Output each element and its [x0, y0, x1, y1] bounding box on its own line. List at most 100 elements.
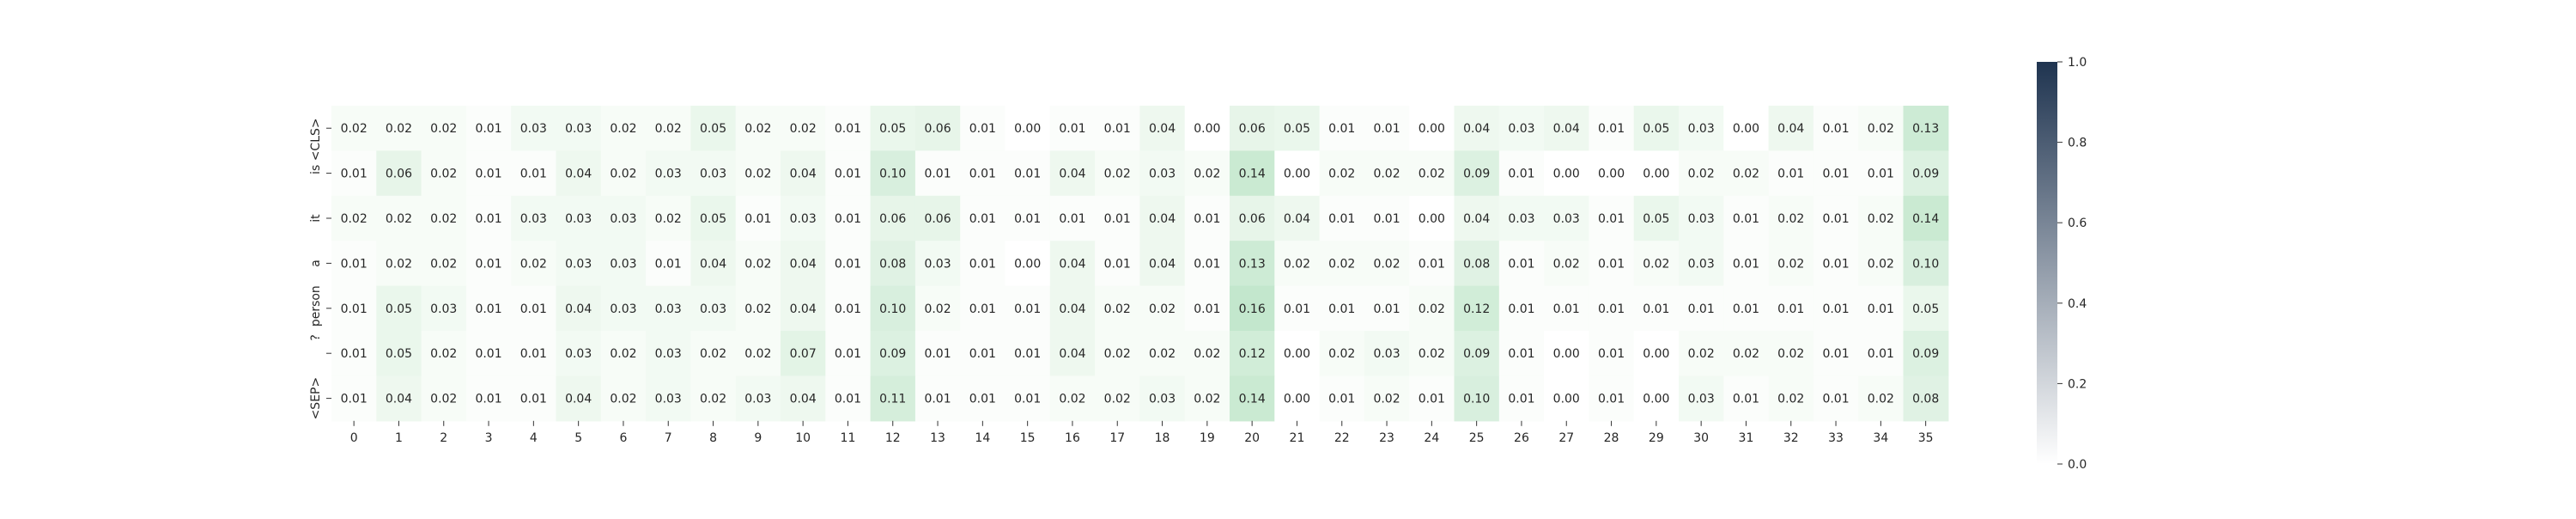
heatmap-cell	[1679, 331, 1724, 376]
cell-value-label: 0.01	[341, 302, 368, 316]
cell-value-label: 0.01	[1059, 122, 1085, 136]
heatmap-cell	[1679, 195, 1724, 241]
heatmap-cell	[1454, 331, 1500, 376]
cell-value-label: 0.04	[1463, 212, 1490, 226]
cell-value-label: 0.01	[1553, 302, 1580, 316]
x-tick-label: 14	[975, 431, 990, 445]
heatmap-cell	[825, 376, 872, 422]
cell-value-label: 0.11	[879, 393, 906, 406]
heatmap-cell	[735, 195, 781, 241]
cell-value-label: 0.05	[1643, 212, 1669, 226]
cell-value-label: 0.06	[386, 168, 412, 181]
cell-value-label: 0.03	[1508, 122, 1534, 136]
heatmap-cell	[690, 331, 737, 376]
heatmap-cell	[331, 241, 377, 287]
heatmap-cell	[914, 195, 961, 241]
heatmap-cell	[870, 331, 916, 376]
cell-value-label: 0.02	[744, 122, 771, 136]
heatmap-cell	[1230, 331, 1275, 376]
cell-value-label: 0.01	[1508, 168, 1534, 181]
cell-value-label: 0.02	[744, 168, 771, 181]
cell-value-label: 0.01	[1822, 168, 1849, 181]
cell-value-label: 0.04	[1149, 212, 1176, 226]
cell-value-label: 0.01	[1822, 122, 1849, 136]
cell-value-label: 0.04	[1059, 168, 1085, 181]
heatmap-cell	[1409, 376, 1455, 422]
cell-value-label: 0.01	[1419, 393, 1445, 406]
heatmap-cell	[376, 376, 422, 422]
heatmap-cell	[331, 195, 377, 241]
colorbar-tick-label: 0.0	[2068, 458, 2087, 472]
heatmap-cell	[870, 241, 916, 287]
cell-value-label: 0.00	[1553, 393, 1580, 406]
heatmap-cell	[735, 241, 781, 287]
cell-value-label: 0.01	[1328, 122, 1355, 136]
cell-value-label: 0.03	[790, 212, 817, 226]
cell-value-label: 0.09	[1463, 347, 1490, 361]
heatmap-cell	[1409, 195, 1455, 241]
cell-value-label: 0.02	[1419, 302, 1445, 316]
heatmap-cell	[646, 241, 691, 287]
cell-value-label: 0.01	[1373, 122, 1400, 136]
heatmap-cell	[1679, 106, 1724, 151]
heatmap-cell	[376, 150, 422, 197]
heatmap-cell	[1049, 285, 1096, 332]
x-tick-label: 21	[1290, 431, 1305, 445]
cell-value-label: 0.03	[520, 122, 547, 136]
heatmap-cell	[1230, 376, 1275, 422]
heatmap-cell	[511, 150, 557, 197]
heatmap-cell	[1095, 331, 1140, 376]
y-tick-label: a	[309, 260, 323, 267]
heatmap-cell	[1095, 195, 1140, 241]
cell-value-label: 0.02	[1688, 168, 1715, 181]
cell-value-label: 0.03	[1688, 212, 1715, 226]
cell-value-label: 0.01	[1328, 302, 1355, 316]
cell-value-label: 0.01	[1598, 257, 1625, 271]
heatmap-cell	[1813, 150, 1859, 197]
heatmap-cell	[1858, 106, 1905, 151]
cell-value-label: 0.03	[700, 302, 726, 316]
cell-value-label: 0.01	[1014, 302, 1041, 316]
heatmap-cell	[1364, 241, 1410, 287]
heatmap-cell	[1768, 331, 1814, 376]
heatmap-cell	[1768, 241, 1814, 287]
heatmap-cell	[1230, 195, 1275, 241]
cell-value-label: 0.01	[475, 168, 501, 181]
cell-value-label: 0.03	[565, 347, 592, 361]
x-tick-label: 5	[574, 431, 582, 445]
heatmap-cell	[331, 285, 377, 332]
heatmap-cell	[690, 106, 737, 151]
cell-value-label: 0.03	[744, 393, 771, 406]
cell-value-label: 0.02	[610, 168, 636, 181]
cell-value-label: 0.07	[790, 347, 817, 361]
heatmap-cell	[1903, 195, 1949, 241]
x-tick-label: 3	[485, 431, 493, 445]
heatmap-cell	[465, 195, 512, 241]
heatmap-cell	[781, 241, 826, 287]
cell-value-label: 0.03	[924, 257, 951, 271]
heatmap-cell	[781, 106, 826, 151]
cell-value-label: 0.01	[835, 347, 861, 361]
cell-value-label: 0.00	[1598, 168, 1625, 181]
heatmap-cell	[1903, 106, 1949, 151]
heatmap-cell	[1049, 106, 1096, 151]
heatmap-cell	[465, 285, 512, 332]
heatmap-cell	[600, 195, 647, 241]
colorbar-tick-label: 1.0	[2068, 56, 2087, 70]
cell-value-label: 0.04	[1149, 257, 1176, 271]
cell-value-label: 0.01	[1733, 393, 1759, 406]
cell-value-label: 0.03	[610, 257, 636, 271]
heatmap-cell	[556, 285, 602, 332]
heatmap-cell	[556, 376, 602, 422]
cell-value-label: 0.02	[1104, 302, 1131, 316]
heatmap-cell	[1364, 376, 1410, 422]
heatmap-cell	[1679, 376, 1724, 422]
cell-value-label: 0.06	[924, 122, 951, 136]
cell-value-label: 0.01	[1598, 302, 1625, 316]
cell-value-label: 0.02	[430, 393, 457, 406]
heatmap-cell	[1184, 106, 1230, 151]
cell-value-label: 0.01	[1777, 168, 1804, 181]
colorbar-tick-label: 0.8	[2068, 137, 2087, 150]
cell-value-label: 0.12	[1463, 302, 1490, 316]
